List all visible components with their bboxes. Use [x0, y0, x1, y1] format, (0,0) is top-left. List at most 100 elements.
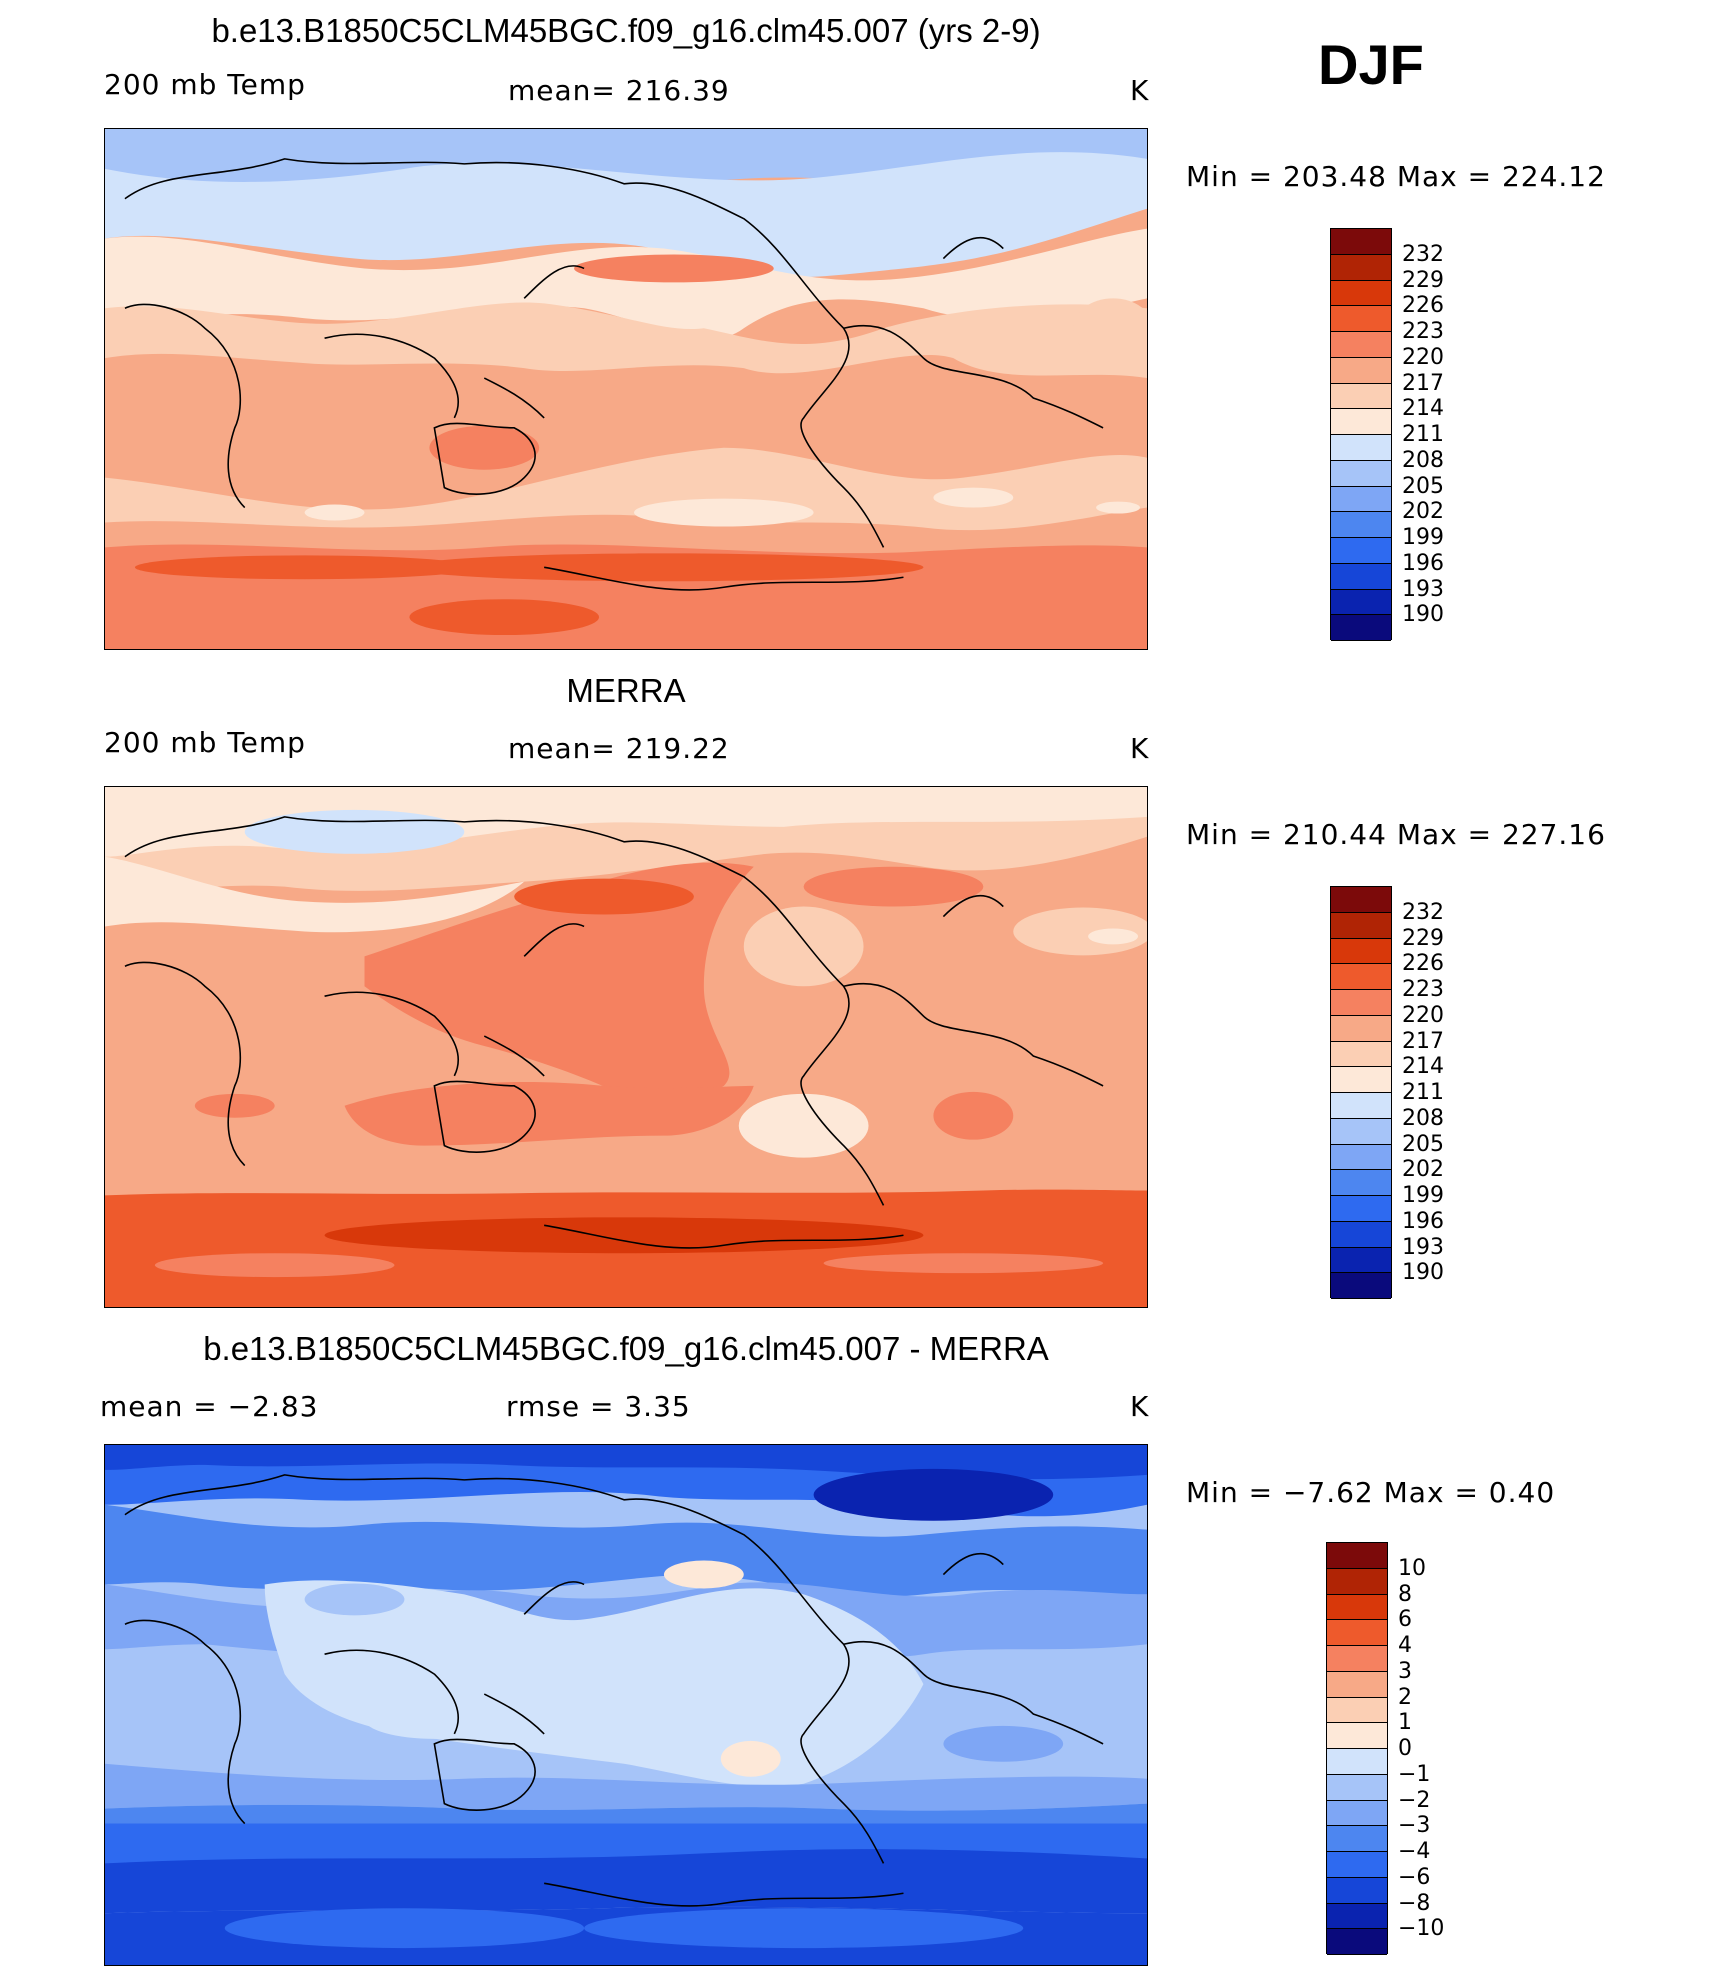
colorbar-swatch — [1327, 1646, 1387, 1672]
colorbar-tick-label: 217 — [1402, 370, 1444, 396]
colorbar-swatch — [1331, 280, 1391, 307]
colorbar-swatch — [1331, 563, 1391, 590]
colorbar-swatch — [1327, 1800, 1387, 1827]
colorbar-swatch — [1331, 912, 1391, 939]
colorbar-swatch — [1331, 357, 1391, 384]
colorbar-tick-label: 226 — [1402, 951, 1444, 977]
colorbar-tick-label: 2 — [1398, 1684, 1412, 1710]
colorbar-swatch — [1331, 1196, 1391, 1222]
obs-mean-label: mean= 219.22 — [508, 732, 730, 765]
model-variable-label: 200 mb Temp — [104, 68, 306, 101]
colorbar-tick-label: 217 — [1402, 1028, 1444, 1054]
colorbar-tick-label: 193 — [1402, 1234, 1444, 1260]
obs-minmax-label: Min = 210.44 Max = 227.16 — [1186, 818, 1606, 851]
model-mean-label: mean= 216.39 — [508, 74, 730, 107]
model-panel-title: b.e13.B1850C5CLM45BGC.f09_g16.clm45.007 … — [211, 12, 1041, 49]
colorbar-swatch — [1331, 1093, 1391, 1119]
colorbar-swatch — [1331, 409, 1391, 435]
colorbar-swatch — [1331, 1247, 1391, 1274]
colorbar-swatch — [1331, 306, 1391, 332]
colorbar-tick-label: 223 — [1402, 319, 1444, 344]
colorbar-swatch — [1331, 229, 1391, 255]
obs-colorbar-box — [1330, 886, 1392, 1299]
colorbar-swatch — [1331, 1118, 1391, 1145]
colorbar-swatch — [1327, 1749, 1387, 1775]
colorbar-swatch — [1331, 1015, 1391, 1042]
diff-mean-label: mean = −2.83 — [100, 1390, 319, 1423]
colorbar-swatch — [1331, 1144, 1391, 1171]
colorbar-swatch — [1327, 1903, 1387, 1930]
colorbar-tick-label: 211 — [1402, 1080, 1444, 1105]
colorbar-swatch — [1327, 1826, 1387, 1852]
colorbar-tick-label: −3 — [1398, 1813, 1431, 1839]
colorbar-tick-label: 205 — [1402, 1131, 1444, 1157]
colorbar-swatch — [1327, 1723, 1387, 1749]
model-map — [104, 128, 1148, 650]
obs-panel-title: MERRA — [566, 672, 686, 709]
colorbar-tick-label: 232 — [1402, 241, 1444, 267]
diff-units-label: K — [1130, 1390, 1150, 1423]
colorbar-swatch — [1331, 964, 1391, 990]
colorbar-tick-label: 229 — [1402, 267, 1444, 293]
diff-minmax-label: Min = −7.62 Max = 0.40 — [1186, 1476, 1556, 1509]
colorbar-swatch — [1331, 589, 1391, 616]
colorbar-tick-label: 0 — [1398, 1736, 1412, 1761]
colorbar-swatch — [1331, 1170, 1391, 1196]
colorbar-tick-label: 190 — [1402, 602, 1444, 628]
diff-rmse-label: rmse = 3.35 — [506, 1390, 691, 1423]
colorbar-tick-label: 208 — [1402, 447, 1444, 473]
obs-variable-label: 200 mb Temp — [104, 726, 306, 759]
colorbar-tick-label: 196 — [1402, 1208, 1444, 1234]
colorbar-tick-label: 1 — [1398, 1710, 1412, 1736]
model-colorbar-box — [1330, 228, 1392, 641]
colorbar-tick-label: 229 — [1402, 925, 1444, 951]
colorbar-tick-label: 214 — [1402, 1054, 1444, 1080]
colorbar-tick-label: 190 — [1402, 1260, 1444, 1286]
colorbar-swatch — [1331, 887, 1391, 913]
colorbar-tick-label: 8 — [1398, 1581, 1412, 1607]
colorbar-swatch — [1327, 1543, 1387, 1569]
colorbar-swatch — [1327, 1594, 1387, 1621]
colorbar-tick-label: 214 — [1402, 396, 1444, 422]
colorbar-swatch — [1327, 1929, 1387, 1955]
colorbar-tick-label: −6 — [1398, 1864, 1431, 1890]
colorbar-swatch — [1331, 938, 1391, 965]
colorbar-tick-label: 232 — [1402, 899, 1444, 925]
model-minmax-label: Min = 203.48 Max = 224.12 — [1186, 160, 1606, 193]
colorbar-swatch — [1331, 435, 1391, 461]
colorbar-tick-label: 199 — [1402, 525, 1444, 550]
colorbar-tick-label: −2 — [1398, 1787, 1431, 1813]
obs-map — [104, 786, 1148, 1308]
colorbar-tick-label: 226 — [1402, 293, 1444, 319]
colorbar-tick-label: 3 — [1398, 1658, 1412, 1684]
model-units-label: K — [1130, 74, 1150, 107]
colorbar-tick-label: 202 — [1402, 1157, 1444, 1183]
colorbar-swatch — [1327, 1877, 1387, 1904]
colorbar-tick-label: 220 — [1402, 344, 1444, 370]
colorbar-swatch — [1331, 615, 1391, 641]
colorbar-tick-label: 223 — [1402, 977, 1444, 1002]
colorbar-swatch — [1331, 1041, 1391, 1068]
colorbar-swatch — [1327, 1774, 1387, 1801]
colorbar-swatch — [1331, 1067, 1391, 1093]
colorbar-tick-label: 202 — [1402, 499, 1444, 525]
colorbar-swatch — [1331, 512, 1391, 538]
colorbar-tick-label: −10 — [1398, 1916, 1445, 1942]
colorbar-tick-label: −4 — [1398, 1839, 1431, 1864]
colorbar-swatch — [1327, 1697, 1387, 1724]
colorbar-swatch — [1331, 254, 1391, 281]
colorbar-swatch — [1331, 1221, 1391, 1248]
colorbar-swatch — [1331, 1273, 1391, 1299]
colorbar-swatch — [1327, 1620, 1387, 1646]
colorbar-tick-label: 6 — [1398, 1607, 1412, 1633]
colorbar-tick-label: 199 — [1402, 1183, 1444, 1208]
colorbar-swatch — [1331, 383, 1391, 410]
colorbar-tick-label: 196 — [1402, 550, 1444, 576]
colorbar-swatch — [1331, 460, 1391, 487]
colorbar-tick-label: 220 — [1402, 1002, 1444, 1028]
colorbar-tick-label: 205 — [1402, 473, 1444, 499]
colorbar-tick-label: 10 — [1398, 1555, 1426, 1581]
colorbar-swatch — [1327, 1852, 1387, 1878]
colorbar-tick-label: 4 — [1398, 1633, 1412, 1658]
diff-colorbar-box — [1326, 1542, 1388, 1955]
